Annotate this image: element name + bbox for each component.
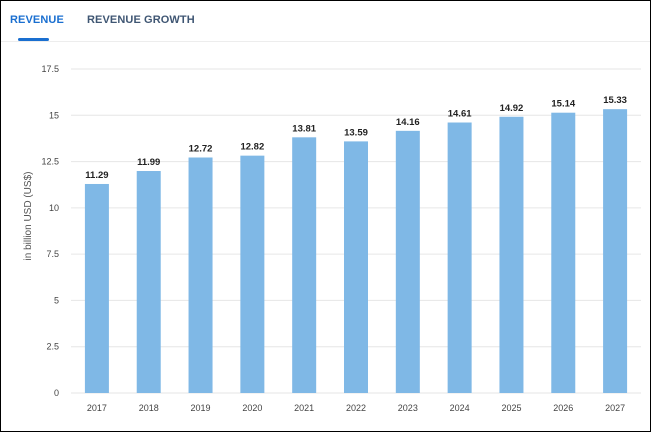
bar-value-label: 13.59: [344, 127, 368, 138]
bar: [136, 171, 161, 393]
bar-value-label: 15.14: [551, 99, 575, 110]
bar: [344, 141, 368, 393]
x-tick-label: 2025: [501, 403, 521, 413]
x-tick-label: 2026: [553, 403, 573, 413]
x-tick-label: 2021: [294, 403, 314, 413]
y-tick-label: 2.5: [46, 342, 59, 352]
bar-value-label: 11.99: [137, 157, 160, 168]
bar-value-label: 13.81: [292, 123, 316, 134]
x-tick-label: 2023: [398, 403, 418, 413]
bar-value-label: 14.16: [396, 117, 420, 128]
bar: [188, 157, 213, 393]
bar: [499, 116, 524, 394]
y-tick-label: 15: [49, 110, 59, 120]
y-tick-label: 10: [49, 203, 59, 213]
bar: [84, 183, 109, 393]
y-axis-label: in billion USD (US$): [23, 172, 34, 261]
x-tick-label: 2019: [191, 403, 211, 413]
bar: [551, 112, 576, 393]
bar-value-label: 15.33: [603, 95, 627, 106]
bar: [292, 137, 317, 393]
y-tick-label: 17.5: [41, 64, 59, 74]
bar-value-label: 12.82: [240, 142, 264, 153]
x-tick-label: 2022: [346, 403, 366, 413]
x-tick-label: 2018: [139, 403, 159, 413]
bar: [603, 109, 628, 394]
bar: [447, 122, 472, 393]
bar-value-label: 11.29: [85, 170, 108, 181]
y-tick-label: 7.5: [46, 249, 59, 259]
x-tick-label: 2024: [450, 403, 470, 413]
x-tick-label: 2027: [605, 403, 625, 413]
active-tab-indicator: [18, 38, 49, 41]
bar: [240, 155, 265, 393]
bar-value-label: 12.72: [189, 143, 213, 154]
bar-value-label: 14.92: [500, 103, 524, 114]
tabs-divider: [1, 41, 650, 42]
y-tick-label: 0: [54, 388, 59, 398]
tab-revenue[interactable]: REVENUE: [10, 14, 64, 26]
x-tick-label: 2017: [87, 403, 107, 413]
x-tick-label: 2020: [242, 403, 262, 413]
bar: [395, 130, 420, 393]
bar-value-label: 14.61: [448, 109, 472, 120]
tab-bar: REVENUE REVENUE GROWTH: [1, 1, 650, 41]
y-tick-label: 12.5: [41, 157, 59, 167]
tab-revenue-growth[interactable]: REVENUE GROWTH: [87, 14, 195, 26]
y-tick-label: 5: [54, 295, 59, 305]
